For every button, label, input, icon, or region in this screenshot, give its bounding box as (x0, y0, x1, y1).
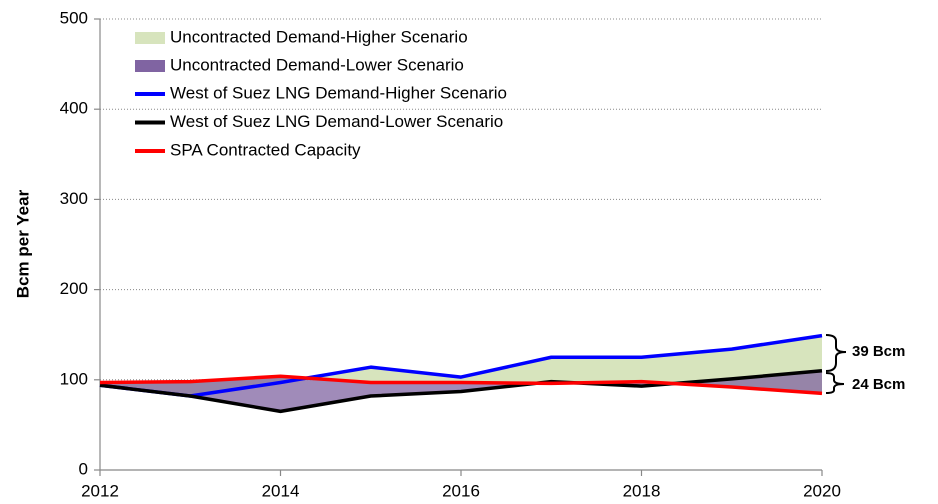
annotation: 39 Bcm (852, 343, 905, 360)
legend-label: SPA Contracted Capacity (170, 140, 361, 159)
legend-label: Uncontracted Demand-Lower Scenario (170, 55, 464, 74)
y-tick-label: 0 (79, 459, 88, 478)
legend-swatch (135, 32, 165, 44)
brace (825, 372, 845, 394)
legend-swatch (135, 60, 165, 72)
brace (825, 334, 847, 372)
x-tick-label: 2014 (262, 481, 300, 500)
line (99, 333, 823, 398)
annotation: 24 Bcm (852, 376, 905, 393)
y-tick-label: 100 (60, 369, 88, 388)
x-tick-label: 2020 (803, 481, 841, 500)
x-tick-label: 2012 (81, 481, 119, 500)
line (99, 374, 823, 396)
legend-label: West of Suez LNG Demand-Lower Scenario (170, 112, 503, 131)
line (99, 369, 823, 414)
y-axis-label: Bcm per Year (13, 189, 32, 298)
y-tick-label: 400 (60, 99, 88, 118)
x-tick-label: 2018 (623, 481, 661, 500)
y-tick-label: 300 (60, 189, 88, 208)
y-tick-label: 200 (60, 279, 88, 298)
legend-label: West of Suez LNG Demand-Higher Scenario (170, 83, 507, 102)
x-tick-label: 2016 (442, 481, 480, 500)
legend-label: Uncontracted Demand-Higher Scenario (170, 27, 468, 46)
y-tick-label: 500 (60, 8, 88, 27)
